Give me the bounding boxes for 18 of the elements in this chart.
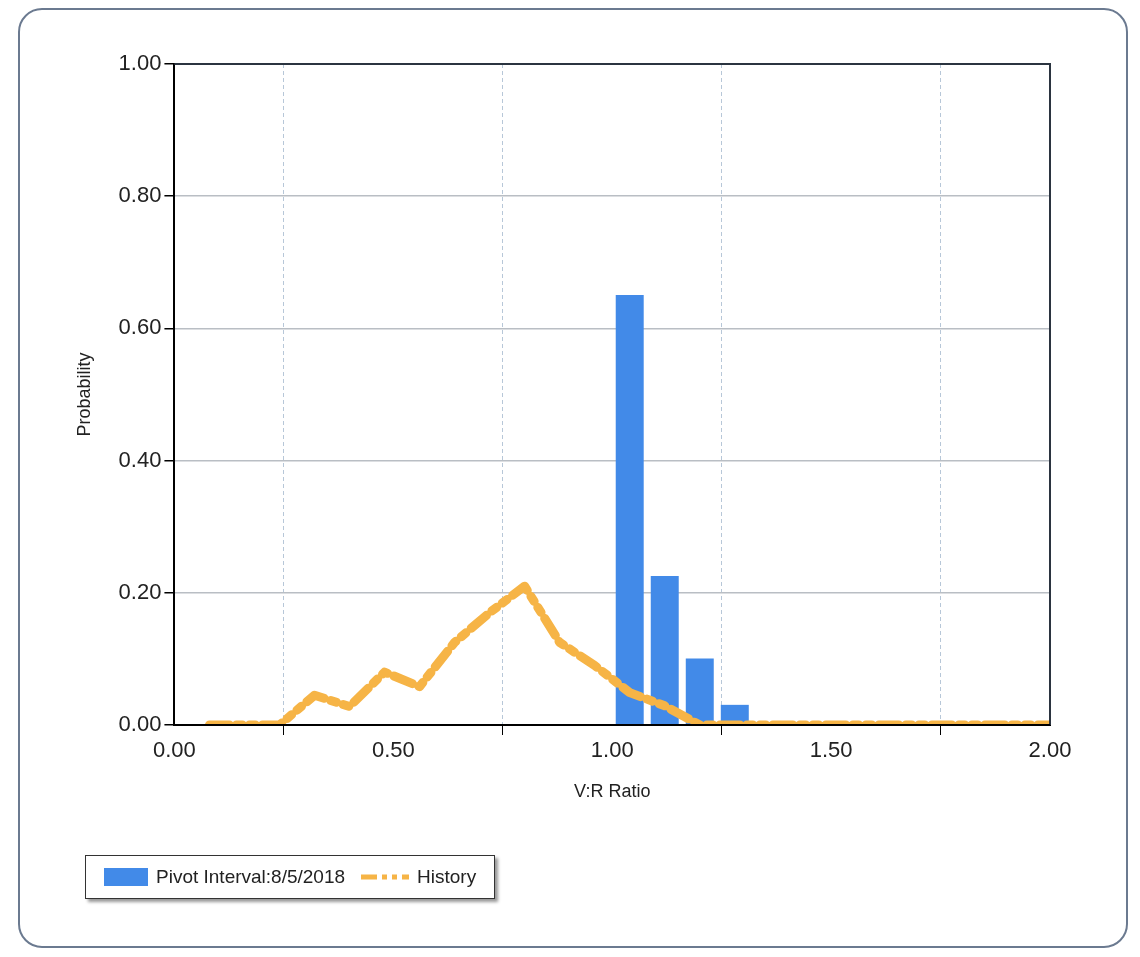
x-tick-label: 0.00 xyxy=(153,737,196,763)
legend-label: History xyxy=(417,866,477,888)
bar xyxy=(685,658,714,725)
y-tick-label: 0.60 xyxy=(118,314,162,340)
x-tick-label: 1.00 xyxy=(590,737,634,763)
y-tick-label: 0.40 xyxy=(118,446,162,472)
y-tick-label: 0.20 xyxy=(118,578,162,604)
y-tick-label: 1.00 xyxy=(118,50,162,76)
x-tick-label: 1.50 xyxy=(809,737,853,763)
x-axis-title: V:R Ratio xyxy=(574,781,651,802)
y-axis-title: Probability xyxy=(73,352,94,437)
legend-label: Pivot Interval:8/5/2018 xyxy=(156,866,346,888)
y-tick-label: 0.00 xyxy=(118,711,162,737)
x-tick-label: 2.00 xyxy=(1028,737,1072,763)
bar xyxy=(615,295,644,725)
bar xyxy=(650,575,679,725)
y-tick-label: 0.80 xyxy=(118,182,162,208)
x-tick-label: 0.50 xyxy=(371,737,415,763)
